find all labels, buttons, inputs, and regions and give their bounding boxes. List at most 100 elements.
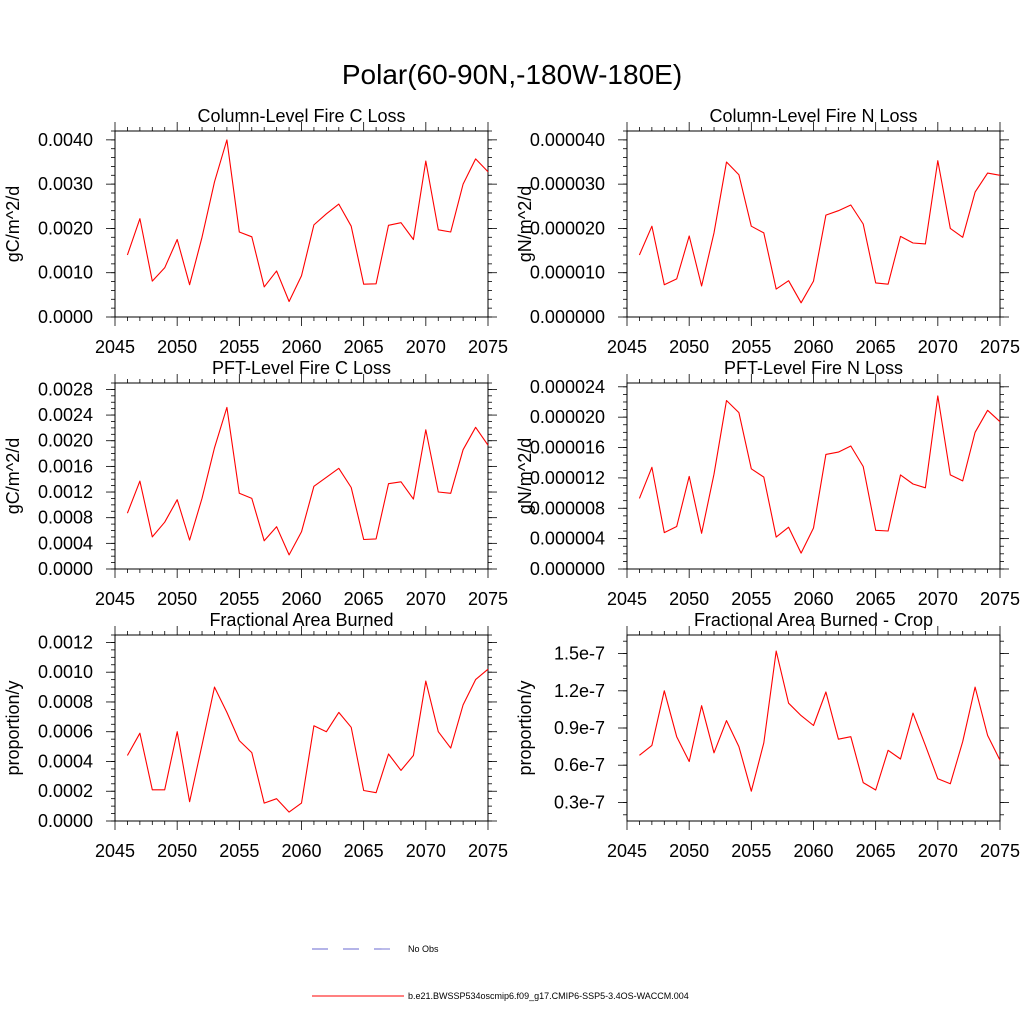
legend: No Obs b.e21.BWSSP534oscmip6.f09_g17.CMI…: [312, 944, 689, 1001]
y-tick-label: 0.0040: [38, 130, 93, 150]
plot-frame: [626, 130, 1001, 318]
y-tick-label: 0.000008: [530, 498, 605, 518]
x-tick-label: 2075: [980, 841, 1020, 861]
chart-title: PFT-Level Fire N Loss: [724, 358, 903, 378]
y-tick-label: 0.000000: [530, 307, 605, 327]
y-tick-label: 0.0006: [38, 722, 93, 742]
y-tick-label: 0.000010: [530, 263, 605, 283]
y-tick-label: 0.0020: [38, 431, 93, 451]
y-tick-label: 0.6e-7: [554, 755, 605, 775]
chart-panel-3: PFT-Level Fire C Loss gC/m^2/d 2045 2050 205…: [3, 358, 508, 609]
x-tick-label: 2070: [406, 589, 446, 609]
y-axis-label: gC/m^2/d: [3, 186, 23, 262]
x-tick-label: 2060: [793, 841, 833, 861]
y-tick-label: 0.0000: [38, 811, 93, 831]
series-line-1: [639, 650, 1001, 792]
y-tick-label: 0.0000: [38, 307, 93, 327]
y-tick-label: 0.0004: [38, 533, 93, 553]
y-tick-label: 1.2e-7: [554, 681, 605, 701]
y-axis-label: gC/m^2/d: [3, 438, 23, 514]
series-line-1: [638, 395, 1001, 554]
y-tick-label: 0.0004: [38, 751, 93, 771]
y-axis-label: gN/m^2/d: [515, 438, 535, 514]
chart-title: Fractional Area Burned - Crop: [694, 610, 933, 630]
chart-panel-5: Fractional Area Burned proportion/y 2045 20…: [3, 610, 508, 861]
x-tick-label: 2055: [219, 841, 259, 861]
y-axis-label: proportion/y: [515, 680, 535, 775]
y-tick-label: 0.0002: [38, 781, 93, 801]
x-tick-label: 2050: [157, 841, 197, 861]
x-tick-label: 2050: [669, 337, 709, 357]
x-tick-label: 2075: [468, 841, 508, 861]
chart-title: Fractional Area Burned: [209, 610, 393, 630]
x-tick-label: 2075: [980, 589, 1020, 609]
x-tick-label: 2055: [731, 841, 771, 861]
y-tick-label: 0.0010: [38, 662, 93, 682]
x-tick-label: 2070: [918, 337, 958, 357]
y-tick-label: 1.5e-7: [554, 644, 605, 664]
y-tick-label: 0.3e-7: [554, 792, 605, 812]
x-tick-label: 2050: [157, 337, 197, 357]
x-tick-label: 2065: [344, 337, 384, 357]
y-tick-label: 0.0030: [38, 174, 93, 194]
x-tick-label: 2075: [980, 337, 1020, 357]
x-tick-label: 2045: [607, 589, 647, 609]
figure-title: Polar(60-90N,-180W-180E): [342, 59, 682, 90]
y-tick-label: 0.0024: [38, 405, 93, 425]
x-tick-label: 2070: [918, 589, 958, 609]
y-tick-label: 0.000004: [530, 529, 605, 549]
y-tick-label: 0.0000: [38, 559, 93, 579]
chart-title: Column-Level Fire C Loss: [197, 106, 405, 126]
x-tick-label: 2060: [281, 841, 321, 861]
y-tick-label: 0.000020: [530, 407, 605, 427]
chart-panel-2: Column-Level Fire N Loss gN/m^2/d 2045 2050…: [515, 106, 1020, 357]
series-line-1: [638, 160, 1001, 304]
x-tick-label: 2060: [793, 337, 833, 357]
x-tick-label: 2060: [281, 337, 321, 357]
legend-label-model-run: b.e21.BWSSP534oscmip6.f09_g17.CMIP6-SSP5…: [408, 991, 689, 1001]
x-tick-label: 2050: [669, 841, 709, 861]
plot-frame: [114, 130, 489, 318]
plot-frame: [626, 382, 1001, 570]
x-tick-label: 2060: [793, 589, 833, 609]
chart-title: PFT-Level Fire C Loss: [212, 358, 391, 378]
y-tick-label: 0.0028: [38, 379, 93, 399]
y-tick-label: 0.0008: [38, 692, 93, 712]
x-tick-label: 2065: [856, 337, 896, 357]
chart-title: Column-Level Fire N Loss: [709, 106, 917, 126]
plot-frame: [626, 634, 1001, 822]
y-tick-label: 0.0010: [38, 263, 93, 283]
x-tick-label: 2075: [468, 337, 508, 357]
y-tick-label: 0.0016: [38, 456, 93, 476]
chart-panel-6: Fractional Area Burned - Crop proportion/…: [515, 610, 1020, 861]
x-tick-label: 2065: [344, 589, 384, 609]
series-line-1: [126, 139, 489, 303]
legend-label-no-obs: No Obs: [408, 944, 439, 954]
x-tick-label: 2070: [406, 337, 446, 357]
plot-frame: [114, 634, 489, 822]
x-tick-label: 2070: [406, 841, 446, 861]
x-tick-label: 2055: [731, 337, 771, 357]
x-tick-label: 2045: [95, 337, 135, 357]
series-line-1: [126, 668, 489, 813]
x-tick-label: 2050: [669, 589, 709, 609]
y-tick-label: 0.0012: [38, 482, 93, 502]
x-tick-label: 2055: [219, 337, 259, 357]
y-axis-label: proportion/y: [3, 680, 23, 775]
y-tick-label: 0.000040: [530, 130, 605, 150]
series-line-1: [126, 406, 489, 556]
x-tick-label: 2065: [344, 841, 384, 861]
x-tick-label: 2060: [281, 589, 321, 609]
chart-panel-1: Column-Level Fire C Loss gC/m^2/d 2045 2050…: [3, 106, 508, 357]
panels: Column-Level Fire C Loss gC/m^2/d 2045 2050…: [3, 106, 1020, 861]
y-axis-label: gN/m^2/d: [515, 186, 535, 262]
x-tick-label: 2045: [95, 841, 135, 861]
x-tick-label: 2065: [856, 589, 896, 609]
y-tick-label: 0.0012: [38, 632, 93, 652]
y-tick-label: 0.000012: [530, 468, 605, 488]
x-tick-label: 2065: [856, 841, 896, 861]
x-tick-label: 2055: [219, 589, 259, 609]
y-tick-label: 0.000016: [530, 438, 605, 458]
x-tick-label: 2050: [157, 589, 197, 609]
